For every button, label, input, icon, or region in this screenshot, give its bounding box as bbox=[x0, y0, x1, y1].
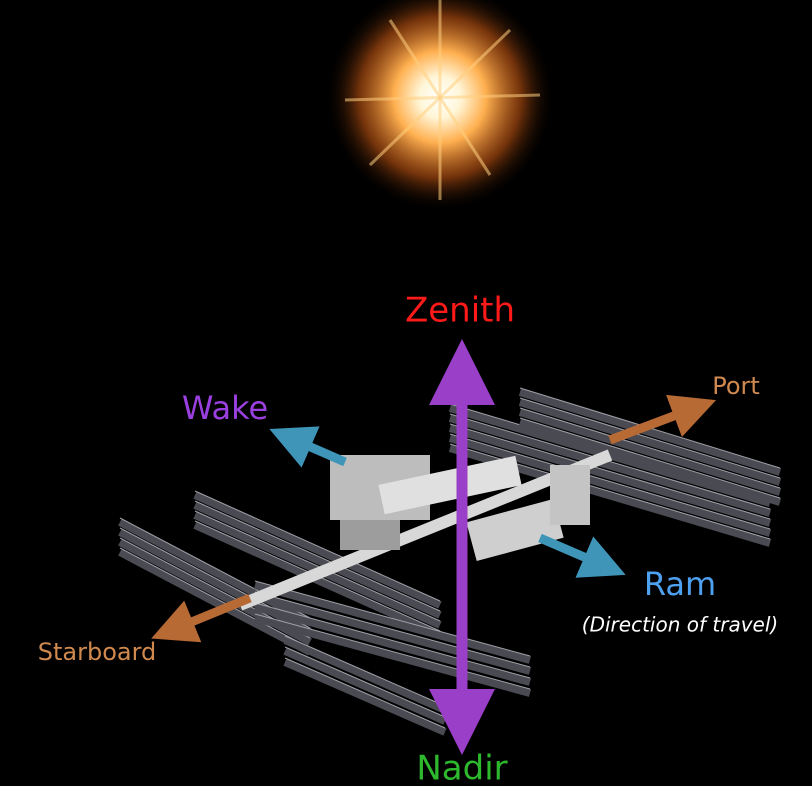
ram-label: Ram bbox=[644, 565, 716, 603]
port-label: Port bbox=[712, 372, 760, 400]
nadir-label: Nadir bbox=[416, 749, 507, 786]
zenith-label: Zenith bbox=[405, 291, 515, 331]
iss-diagram: Zenith Wake Port Ram (Direction of trave… bbox=[0, 0, 812, 786]
starboard-label: Starboard bbox=[38, 638, 157, 666]
module bbox=[550, 465, 590, 525]
ram-note: (Direction of travel) bbox=[582, 613, 778, 637]
module bbox=[340, 520, 400, 550]
wake-label: Wake bbox=[182, 389, 268, 427]
